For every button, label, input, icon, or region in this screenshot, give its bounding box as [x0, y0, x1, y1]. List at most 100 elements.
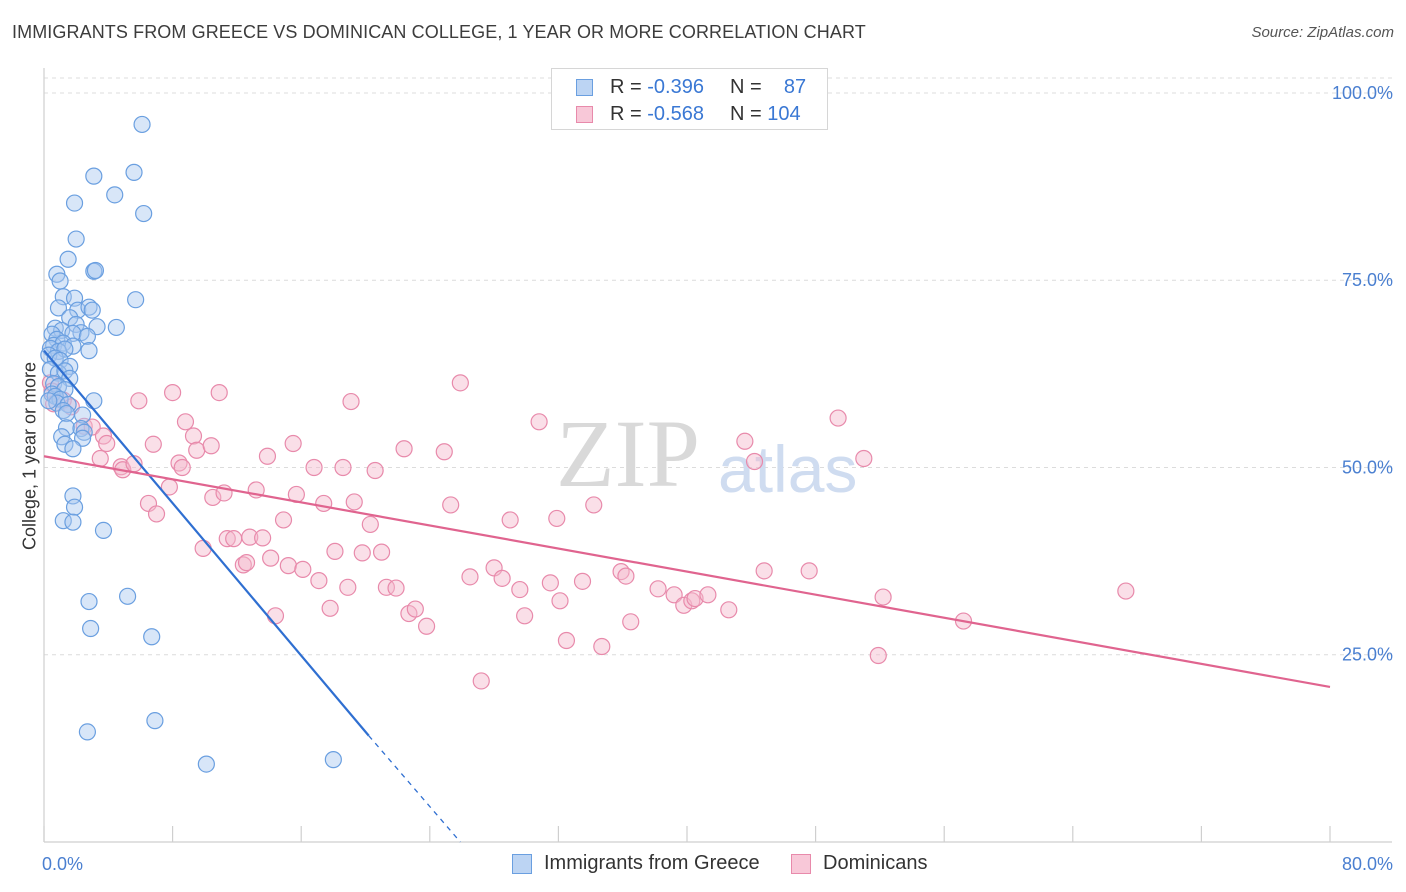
dominicans-point [874, 588, 892, 606]
greece-point [53, 321, 71, 340]
legend-row-greece: R = -0.396 N = 87 [552, 74, 827, 100]
greece-point [64, 440, 82, 458]
dominicans-point [164, 383, 182, 402]
dominicans-point [372, 543, 391, 561]
greece-point [78, 723, 97, 741]
dominicans-point [377, 578, 395, 596]
dominicans-point [617, 567, 635, 585]
dominicans-point [442, 496, 460, 514]
greece-point [107, 318, 125, 337]
dominicans-point [800, 562, 818, 580]
greece-trend-line [43, 349, 370, 737]
greece-point [85, 167, 103, 185]
legend-swatch-dominicans [576, 106, 593, 123]
dominicans-point [451, 374, 469, 392]
correlation-legend: R = -0.396 N = 87 R = -0.568 N = 104 [551, 68, 828, 130]
dominicans-point [366, 461, 384, 480]
legend-r-label: R = [610, 103, 648, 125]
dominicans-point [461, 568, 479, 586]
dominicans-point [279, 557, 297, 575]
dominicans-point [130, 392, 148, 410]
dominicans-point [720, 601, 738, 619]
bottom-legend-label-dominicans: Dominicans [823, 852, 928, 874]
dominicans-point [387, 579, 405, 597]
dominicans-point [321, 599, 339, 617]
greece-point [57, 419, 76, 437]
greece-point [146, 712, 164, 730]
dominicans-point [435, 443, 453, 461]
legend-n-label: N = [730, 103, 768, 125]
greece-point [118, 587, 137, 605]
dominicans-point [548, 509, 566, 528]
watermark: ZIP atlas [556, 400, 857, 507]
dominicans-point [225, 530, 243, 548]
dominicans-point [829, 409, 847, 427]
dominicans-trend-line [43, 455, 1331, 689]
dominicans-point [210, 383, 228, 402]
dominicans-point [353, 544, 371, 562]
dominicans-point [326, 542, 344, 560]
greece-point [143, 628, 161, 646]
legend-swatch-greece [576, 79, 593, 96]
greece-point [125, 163, 143, 181]
source-credit: Source: ZipAtlas.com [1251, 24, 1394, 41]
legend-r-label: R = [610, 76, 648, 98]
dominicans-point [501, 511, 519, 529]
greece-point [94, 521, 113, 540]
dominicans-point [406, 600, 424, 618]
dominicans-point [184, 427, 203, 445]
dominicans-point [294, 560, 312, 578]
watermark-atlas: atlas [718, 432, 857, 506]
x-tick-label-min: 0.0% [42, 854, 83, 874]
greece-point [80, 342, 98, 360]
greece-point [73, 406, 92, 424]
y-tick-label: 75.0% [1342, 270, 1393, 290]
dominicans-point [241, 528, 259, 546]
greece-trend-extension [368, 735, 461, 843]
dominicans-point [173, 458, 191, 477]
greece-point [197, 755, 215, 773]
dominicans-point [342, 392, 360, 411]
dominicans-point [266, 607, 285, 625]
greece-point [78, 327, 97, 346]
dominicans-point [262, 549, 280, 567]
greece-point [40, 392, 58, 410]
greece-point [75, 423, 93, 441]
greece-point [67, 315, 85, 334]
dominicans-point [573, 572, 592, 590]
dominicans-point [395, 440, 413, 458]
greece-point [51, 272, 69, 290]
dominicans-point [551, 592, 569, 610]
dominicans-point [511, 580, 529, 599]
legend-r-value: -0.396 [647, 76, 704, 98]
bottom-legend-swatch-greece [512, 854, 532, 874]
greece-point [83, 301, 101, 319]
dominicans-point [516, 607, 534, 625]
axes [43, 68, 1392, 843]
greece-point [82, 619, 100, 638]
y-tick-label: 100.0% [1332, 83, 1393, 103]
bottom-legend-swatch-dominicans [791, 854, 811, 874]
dominicans-point [649, 580, 667, 598]
dominicans-point [745, 452, 764, 471]
dominicans-point [541, 574, 559, 592]
legend-n-label: N = [730, 76, 768, 98]
dominicans-point [204, 488, 222, 507]
trend-lines [43, 349, 1331, 843]
greece-point [64, 513, 82, 531]
dominicans-point [686, 589, 704, 608]
greece-point [85, 392, 103, 410]
dominicans-point [622, 613, 640, 631]
greece-points [40, 115, 342, 773]
dominicans-point [98, 434, 116, 453]
dominicans-point [472, 672, 490, 690]
dominicans-points [41, 374, 1135, 690]
watermark-zip: ZIP [556, 400, 700, 507]
dominicans-point [530, 413, 548, 431]
bottom-legend-label-greece: Immigrants from Greece [544, 852, 760, 874]
greece-point [127, 291, 145, 309]
dominicans-point [144, 435, 162, 453]
greece-point [106, 186, 124, 204]
dominicans-point [218, 530, 236, 548]
